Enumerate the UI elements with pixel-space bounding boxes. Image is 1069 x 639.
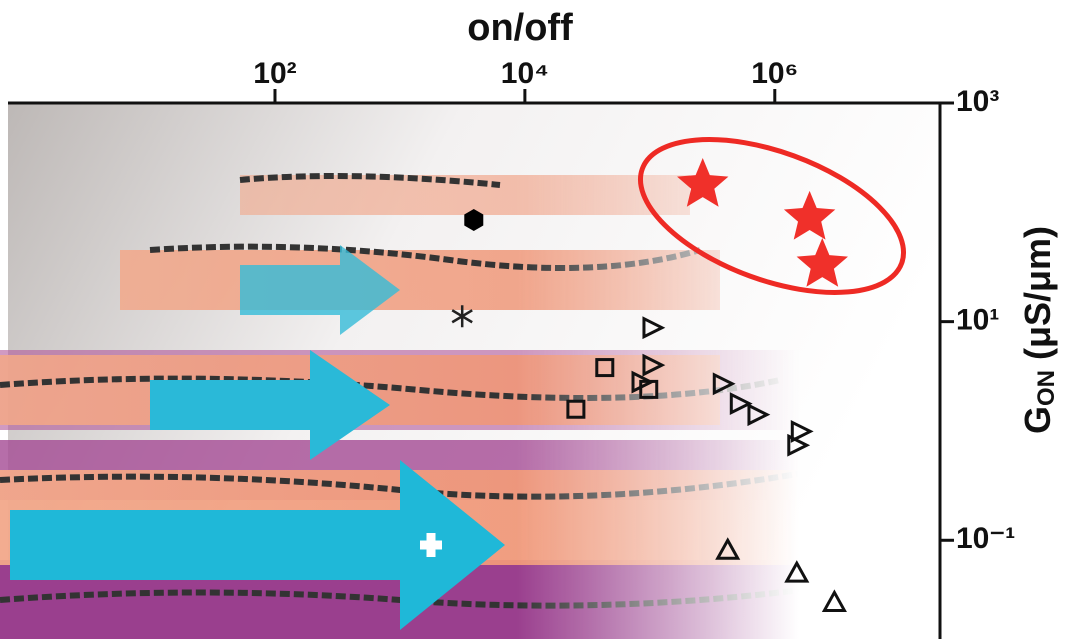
y-axis-title: GON (μS/μm) [1017, 226, 1061, 434]
y-title-sub: ON [1033, 370, 1060, 406]
y-tick-label: 10⁻¹ [956, 522, 1015, 555]
x-tick-label: 10⁴ [501, 57, 549, 90]
y-title-unit: (μS/μm) [1017, 226, 1058, 360]
x-tick-label: 10⁶ [751, 57, 798, 90]
y-title-main: G [1017, 406, 1058, 434]
x-axis-title: on/off [467, 7, 573, 49]
y-tick-label: 10³ [956, 85, 999, 118]
x-tick-label: 10² [253, 57, 296, 90]
y-tick-label: 10¹ [956, 304, 999, 337]
chart: on/off GON (μS/μm) 10² 10⁴ 10⁶ 10³ 10¹ 10⁻¹ [0, 0, 1069, 639]
